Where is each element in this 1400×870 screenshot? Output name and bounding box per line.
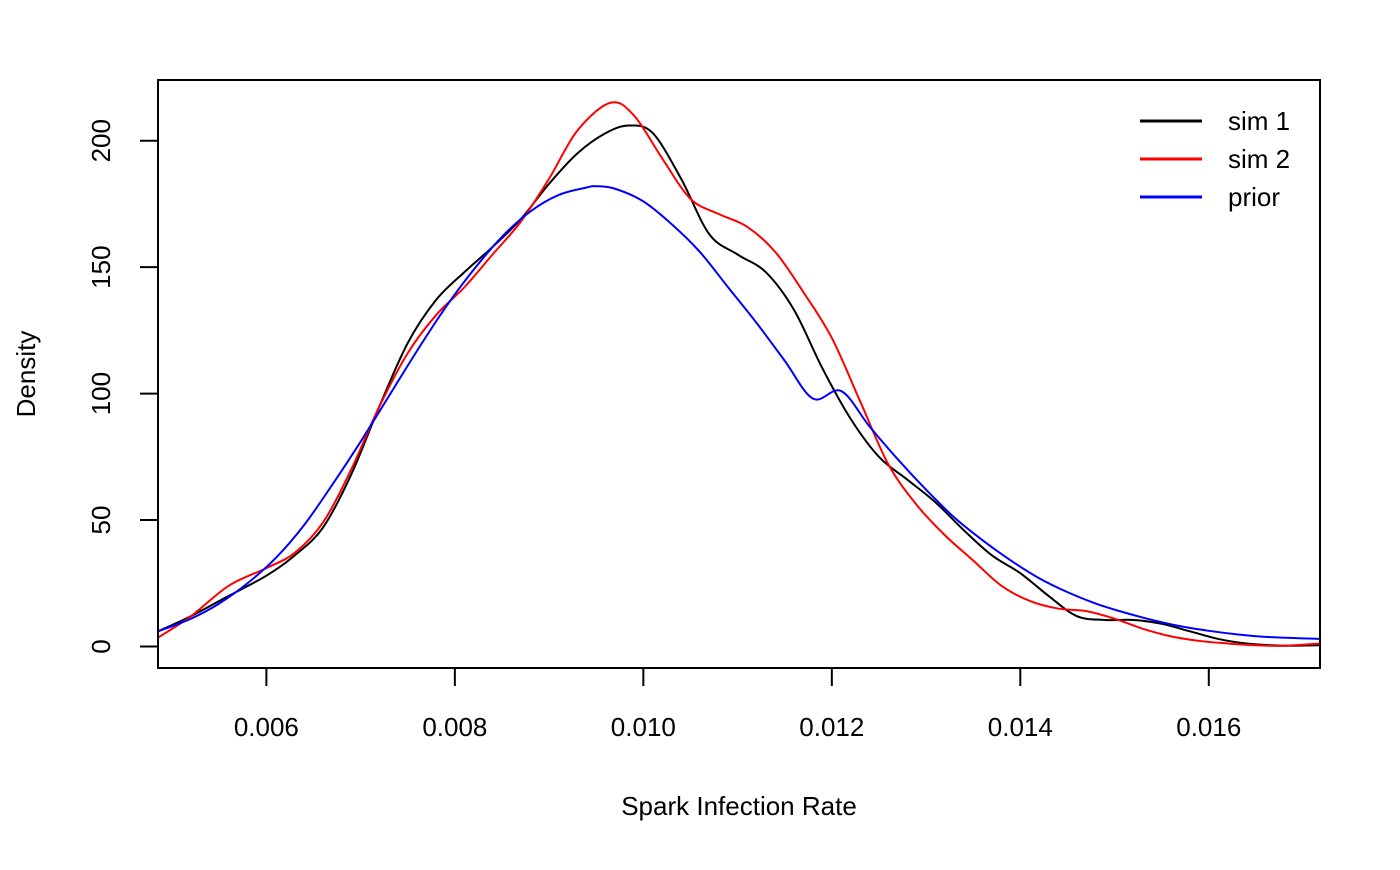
y-tick-label: 0 [86,639,116,653]
x-tick-label: 0.008 [422,712,487,742]
x-axis-title: Spark Infection Rate [621,791,857,821]
y-axis-title: Density [11,331,41,418]
series-layer [158,101,1320,647]
x-tick-label: 0.010 [611,712,676,742]
legend: sim 1 sim 2 prior [1140,106,1290,212]
series-line-prior [158,185,1320,640]
plot-frame [157,79,1321,669]
y-tick-label: 200 [86,119,116,162]
y-tick-label: 100 [86,372,116,415]
y-axis: 0 50 100 150 200 [86,119,158,654]
x-tick-label: 0.014 [988,712,1053,742]
x-axis: 0.006 0.008 0.010 0.012 0.014 0.016 [234,668,1241,742]
x-tick-label: 0.016 [1176,712,1241,742]
series-line-sim-1 [158,124,1320,647]
legend-label: sim 1 [1228,106,1290,136]
x-tick-label: 0.012 [799,712,864,742]
series-line-sim-2 [158,101,1320,647]
legend-label: prior [1228,182,1280,212]
y-tick-label: 150 [86,245,116,288]
x-tick-label: 0.006 [234,712,299,742]
y-tick-label: 50 [86,506,116,535]
legend-label: sim 2 [1228,144,1290,174]
